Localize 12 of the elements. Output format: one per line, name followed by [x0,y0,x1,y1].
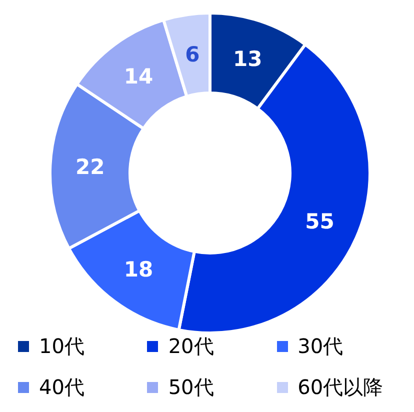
data-label: 13 [233,47,262,72]
data-label: 22 [76,155,105,180]
legend-label: 10代 [39,333,84,360]
legend-label: 40代 [39,374,84,401]
data-label: 55 [305,210,334,234]
legend-label: 20代 [168,333,214,360]
data-label: 14 [124,64,154,89]
data-label: 6 [185,42,200,66]
legend-label: 50代 [168,374,214,401]
legend-label: 30代 [298,333,344,360]
legend-label: 60代以降 [298,374,384,401]
data-label: 18 [124,257,154,282]
